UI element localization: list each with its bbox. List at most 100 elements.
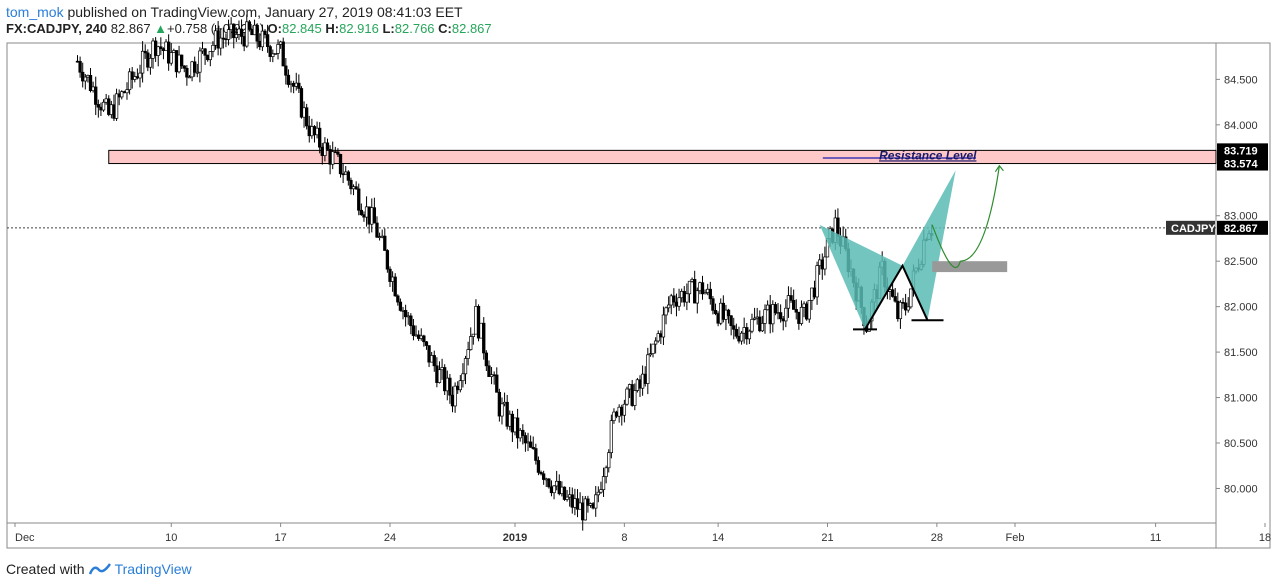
author-link[interactable]: tom_mok xyxy=(6,4,64,20)
candle-body xyxy=(531,446,535,449)
candle-body xyxy=(432,355,436,367)
price-axis xyxy=(1215,42,1271,549)
candle-body xyxy=(492,374,496,377)
candle-body xyxy=(448,377,452,396)
candle-body xyxy=(302,107,306,118)
candle-body xyxy=(578,502,582,510)
candle-body xyxy=(229,23,233,30)
candle-body xyxy=(482,322,486,354)
candle-body xyxy=(758,316,762,332)
y-tick-label: 82.000 xyxy=(1224,302,1258,314)
candle-body xyxy=(440,367,444,371)
candle-body xyxy=(791,299,796,310)
candle-body xyxy=(901,301,905,304)
candle-body xyxy=(78,61,82,73)
candle-body xyxy=(443,367,447,392)
candle-body xyxy=(523,435,528,444)
candle-body xyxy=(263,30,267,35)
high-value: 82.916 xyxy=(339,21,379,36)
candle-body xyxy=(633,390,637,406)
candle-body xyxy=(232,23,236,39)
close-label: C: xyxy=(438,21,452,36)
candle-body xyxy=(409,315,413,327)
candle-body xyxy=(521,429,525,436)
candle-body xyxy=(239,28,244,37)
candle-body xyxy=(565,496,569,500)
candle-body xyxy=(370,207,374,225)
candle-body xyxy=(143,50,147,54)
candle-body xyxy=(737,335,741,342)
candle-body xyxy=(234,34,239,39)
candle-body xyxy=(325,142,330,150)
tradingview-brand-link[interactable]: TradingView xyxy=(114,561,192,577)
candle-body xyxy=(424,341,429,346)
candle-body xyxy=(544,478,548,481)
candle-body xyxy=(430,355,434,363)
candle-body xyxy=(489,374,494,377)
candle-body xyxy=(588,503,593,506)
candle-body xyxy=(458,380,462,391)
candle-body xyxy=(398,301,403,311)
candle-body xyxy=(745,327,749,340)
candle-body xyxy=(815,265,819,298)
symbol-label[interactable]: FX:CADJPY, 240 xyxy=(6,21,108,36)
candle-body xyxy=(380,235,384,238)
candle-body xyxy=(372,207,377,224)
candle-body xyxy=(276,44,280,54)
candle-body xyxy=(453,385,457,407)
candle-body xyxy=(752,317,757,320)
candle-body xyxy=(172,50,176,53)
candle-body xyxy=(680,291,684,299)
candle-body xyxy=(805,303,809,320)
candle-body xyxy=(526,441,530,444)
candle-body xyxy=(273,53,278,55)
candle-body xyxy=(271,53,275,57)
candle-body xyxy=(206,54,210,61)
candle-body xyxy=(278,41,283,45)
candle-body xyxy=(161,48,166,51)
candle-body xyxy=(781,318,785,322)
publish-text: published on TradingView.com, January 27… xyxy=(67,4,463,20)
candle-body xyxy=(823,256,827,270)
candle-body xyxy=(476,305,481,339)
candle-body xyxy=(536,460,541,473)
candle-body xyxy=(890,289,895,297)
candle-body xyxy=(596,491,600,496)
candle-body xyxy=(375,222,379,238)
candle-body xyxy=(557,480,561,495)
candle-body xyxy=(708,288,712,300)
candle-body xyxy=(583,498,587,521)
candle-body xyxy=(510,413,515,433)
candle-body xyxy=(86,75,90,78)
candle-body xyxy=(117,93,121,98)
candle-body xyxy=(677,297,681,307)
target-zone xyxy=(932,261,1008,273)
candle-body xyxy=(687,280,692,295)
candle-body xyxy=(390,276,395,282)
candle-body xyxy=(594,494,598,509)
candle-body xyxy=(388,268,392,282)
candle-body xyxy=(148,57,153,68)
candle-body xyxy=(672,295,676,303)
resistance-bottom-label-bg xyxy=(1217,156,1268,171)
candle-body xyxy=(237,28,241,35)
candle-body xyxy=(396,295,400,303)
candle-body xyxy=(208,51,212,61)
candle-body xyxy=(646,354,650,384)
candle-body xyxy=(81,71,85,82)
candle-body xyxy=(469,336,473,350)
candle-body xyxy=(357,188,361,211)
candle-body xyxy=(747,330,752,340)
candle-body xyxy=(896,300,900,320)
candle-body xyxy=(193,61,197,73)
x-tick-label: 2019 xyxy=(503,532,527,544)
candle-body xyxy=(568,494,572,498)
candle-body xyxy=(682,291,686,303)
candle-body xyxy=(291,82,296,87)
candle-body xyxy=(786,295,791,309)
candle-body xyxy=(456,385,460,391)
candle-body xyxy=(182,65,186,69)
candle-body xyxy=(903,302,908,311)
candle-body xyxy=(362,214,366,218)
